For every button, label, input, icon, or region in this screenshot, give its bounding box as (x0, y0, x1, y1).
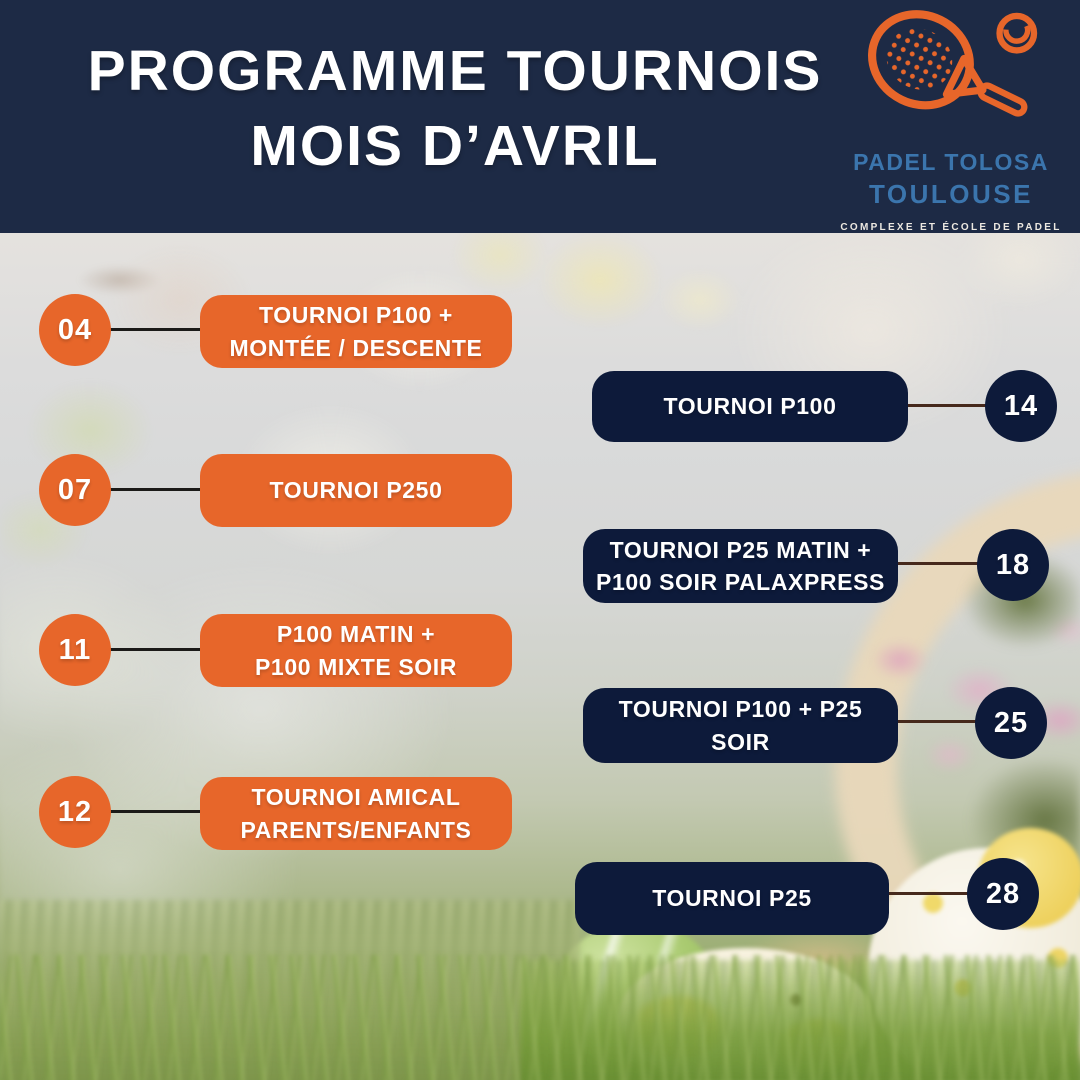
header-band: PROGRAMME TOURNOIS MOIS D’AVRIL (0, 0, 1080, 233)
event-pill-25: TOURNOI P100 + P25 SOIR (583, 688, 898, 763)
poster-title: PROGRAMME TOURNOIS MOIS D’AVRIL (40, 34, 870, 184)
day-badge-18: 18 (977, 529, 1049, 601)
connector-line-11 (100, 648, 212, 651)
connector-line-25 (890, 720, 982, 723)
club-name-line1: PADEL TOLOSA (853, 149, 1049, 175)
connector-line-04 (100, 328, 212, 331)
connector-line-28 (882, 892, 974, 895)
day-badge-07: 07 (39, 454, 111, 526)
event-pill-11: P100 MATIN + P100 MIXTE SOIR (200, 614, 512, 687)
poster-title-line1: PROGRAMME TOURNOIS (87, 39, 823, 103)
poster-title-line2: MOIS D’AVRIL (250, 114, 660, 179)
club-logo: PADEL TOLOSA TOULOUSE COMPLEXE ET ÉCOLE … (836, 6, 1066, 233)
bg-grass-blades (0, 955, 1080, 1080)
day-badge-12: 12 (39, 776, 111, 848)
connector-line-18 (890, 562, 984, 565)
event-pill-18: TOURNOI P25 MATIN + P100 SOIR PALAXPRESS (583, 529, 898, 603)
day-badge-11: 11 (39, 614, 111, 686)
club-tagline: COMPLEXE ET ÉCOLE DE PADEL (840, 222, 1062, 233)
connector-line-12 (100, 810, 212, 813)
event-pill-12: TOURNOI AMICAL PARENTS/ENFANTS (200, 777, 512, 850)
day-badge-25: 25 (975, 687, 1047, 759)
padel-racket-icon (867, 10, 1037, 117)
day-badge-28: 28 (967, 858, 1039, 930)
day-badge-04: 04 (39, 294, 111, 366)
event-pill-14: TOURNOI P100 (592, 371, 908, 442)
day-badge-14: 14 (985, 370, 1057, 442)
event-pill-28: TOURNOI P25 (575, 862, 889, 935)
connector-line-07 (100, 488, 212, 491)
event-pill-07: TOURNOI P250 (200, 454, 512, 527)
event-pill-04: TOURNOI P100 + MONTÉE / DESCENTE (200, 295, 512, 368)
connector-line-14 (900, 404, 992, 407)
club-name-line2: TOULOUSE (869, 179, 1033, 209)
